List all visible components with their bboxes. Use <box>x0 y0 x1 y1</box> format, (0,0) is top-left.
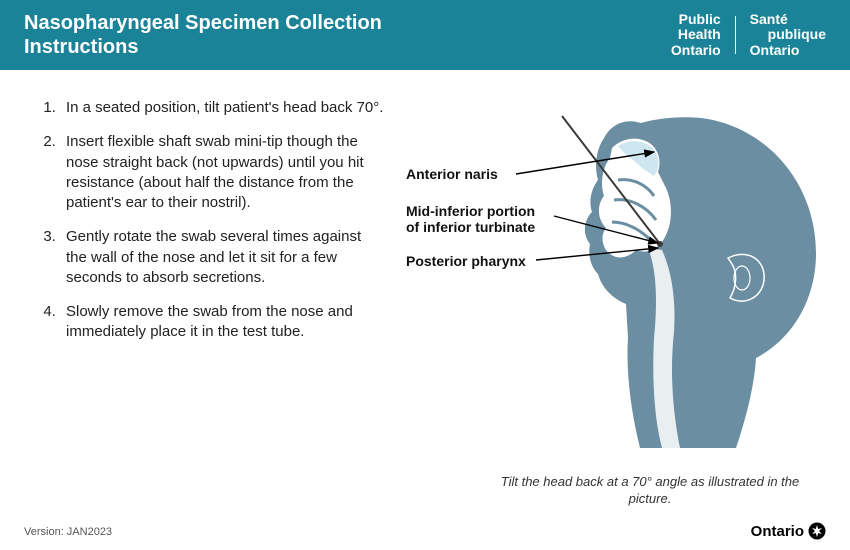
version-text: Version: JAN2023 <box>24 526 112 538</box>
anatomy-diagram: Anterior naris Mid-inferior portion of i… <box>396 98 826 357</box>
head-cross-section-svg <box>396 88 836 468</box>
logo-english: Public Health Ontario <box>660 12 721 58</box>
logo-french: Santé publique Ontario <box>750 12 826 58</box>
diagram-caption: Tilt the head back at a 70° angle as ill… <box>500 474 800 508</box>
label-line: of inferior turbinate <box>406 219 535 235</box>
instruction-step: In a seated position, tilt patient's hea… <box>60 98 384 118</box>
label-posterior-pharynx: Posterior pharynx <box>406 253 526 269</box>
header-bar: Nasopharyngeal Specimen Collection Instr… <box>0 0 850 70</box>
logo-divider <box>735 16 736 54</box>
label-line: Mid-inferior portion <box>406 203 535 219</box>
content-area: In a seated position, tilt patient's hea… <box>0 70 850 357</box>
instruction-step: Gently rotate the swab several times aga… <box>60 227 384 288</box>
logo-en-line2: Health <box>660 27 721 42</box>
instructions-list: In a seated position, tilt patient's hea… <box>24 98 384 357</box>
swab-tip <box>657 241 663 247</box>
label-mid-inferior-turbinate: Mid-inferior portion of inferior turbina… <box>406 203 535 235</box>
trillium-icon <box>808 522 826 540</box>
logo-fr-line2: publique <box>750 27 826 42</box>
ontario-text: Ontario <box>751 523 804 540</box>
page-title: Nasopharyngeal Specimen Collection Instr… <box>24 11 444 59</box>
label-anterior-naris: Anterior naris <box>406 166 498 182</box>
instruction-step: Insert flexible shaft swab mini-tip thou… <box>60 132 384 213</box>
logo-en-line1: Public <box>679 11 721 27</box>
org-logos: Public Health Ontario Santé publique Ont… <box>660 12 826 58</box>
ontario-wordmark: Ontario <box>751 522 826 540</box>
logo-en-line3: Ontario <box>671 42 721 58</box>
instruction-step: Slowly remove the swab from the nose and… <box>60 302 384 343</box>
logo-fr-line1: Santé <box>750 11 788 27</box>
logo-fr-line3: Ontario <box>750 42 800 58</box>
